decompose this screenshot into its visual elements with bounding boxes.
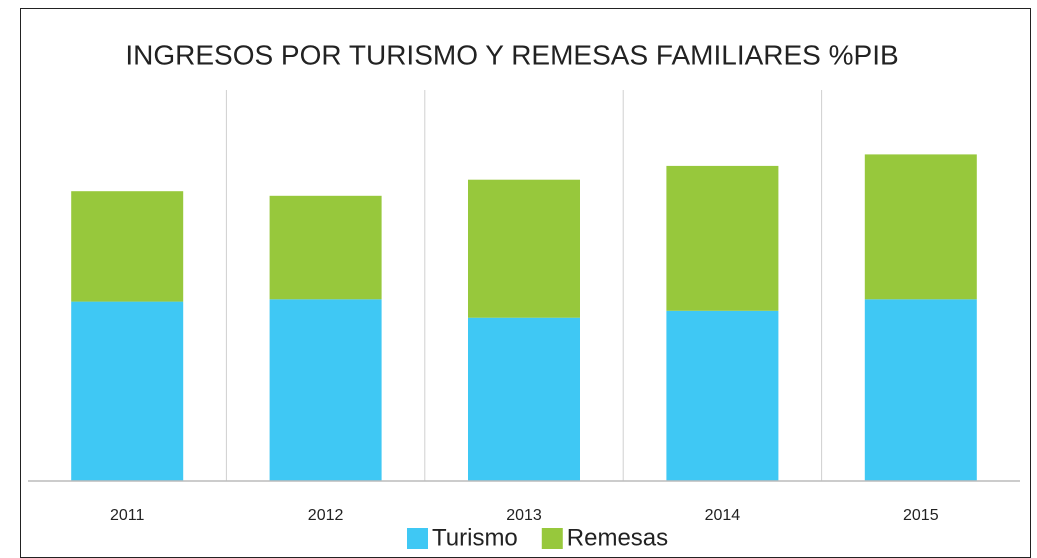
bar	[71, 301, 184, 481]
chart-title: INGRESOS POR TURISMO Y REMESAS FAMILIARE…	[125, 39, 898, 70]
legend-swatch	[541, 528, 563, 549]
x-tick-label: 2012	[308, 507, 344, 524]
legend-label: Remesas	[567, 524, 668, 551]
bar	[468, 317, 580, 481]
x-tick-label: 2011	[110, 507, 145, 524]
bar	[269, 299, 382, 481]
bar	[666, 310, 779, 481]
x-tick-label: 2014	[705, 507, 741, 524]
bar	[468, 179, 580, 318]
legend-label: Turismo	[432, 524, 518, 551]
bar	[71, 191, 184, 302]
bar	[269, 195, 382, 300]
x-tick-label: 2015	[903, 507, 939, 524]
bar	[666, 165, 779, 311]
bar	[864, 299, 977, 481]
legend-swatch	[407, 528, 428, 549]
x-tick-label: 2013	[506, 507, 542, 524]
bar	[864, 154, 977, 300]
